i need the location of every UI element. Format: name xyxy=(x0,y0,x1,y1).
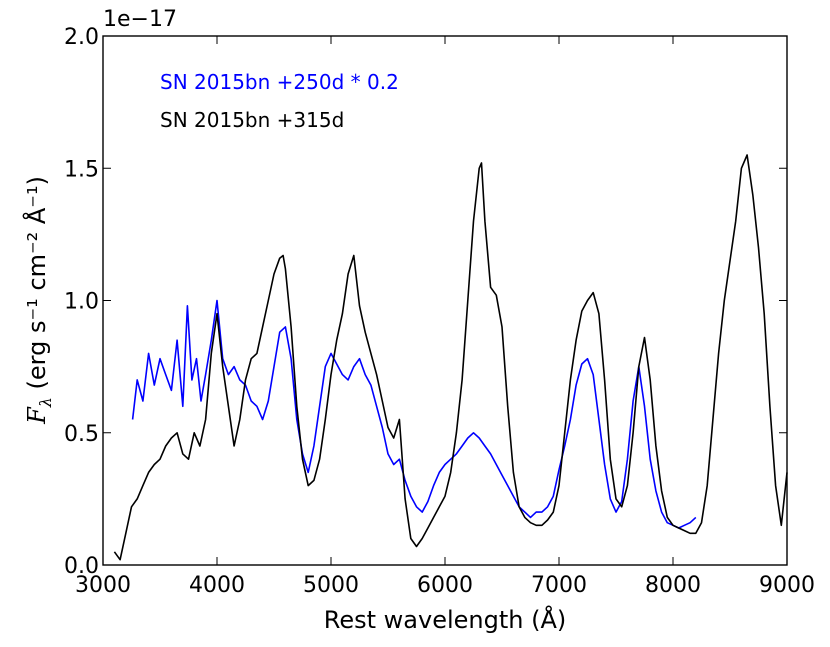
y-tick-label: 0.5 xyxy=(64,422,99,447)
x-tick-label: 5000 xyxy=(303,573,359,598)
y-tick-label: 2.0 xyxy=(64,25,99,50)
y-tick-label: 1.5 xyxy=(64,157,99,182)
plot-layer xyxy=(113,154,788,561)
x-tick-label: 8000 xyxy=(645,573,701,598)
x-tick-label: 9000 xyxy=(759,573,815,598)
ticks-layer: 3000 4000 5000 6000 7000 8000 9000 0.0 0.5 1.0 1.5… xyxy=(64,25,815,598)
y-tick-label: 0.0 xyxy=(64,554,99,579)
y-axis-label: Fλ (erg s⁻¹ cm⁻² Å⁻¹) xyxy=(22,176,55,425)
y-offset-label: 1e−17 xyxy=(103,7,177,32)
y-axis-units: (erg s⁻¹ cm⁻² Å⁻¹) xyxy=(22,176,51,389)
y-axis-subscript: λ xyxy=(36,397,55,408)
y-tick-label: 1.0 xyxy=(64,290,99,315)
x-axis-label: Rest wavelength (Å) xyxy=(324,605,566,634)
series-line-0 xyxy=(131,299,697,529)
y-axis-symbol: F xyxy=(23,406,51,425)
x-tick-label: 7000 xyxy=(531,573,587,598)
x-tick-label: 6000 xyxy=(417,573,473,598)
y-axis-label-text: Fλ (erg s⁻¹ cm⁻² Å⁻¹) xyxy=(22,176,55,425)
y-axis-spacer xyxy=(23,389,51,397)
series-line-1 xyxy=(113,154,788,561)
legend-entry-250d: SN 2015bn +250d * 0.2 xyxy=(160,70,399,94)
legend: SN 2015bn +250d * 0.2 SN 2015bn +315d xyxy=(160,70,399,132)
x-tick-label: 4000 xyxy=(189,573,245,598)
legend-entry-315d: SN 2015bn +315d xyxy=(160,108,344,132)
x-tick-label: 3000 xyxy=(75,573,131,598)
